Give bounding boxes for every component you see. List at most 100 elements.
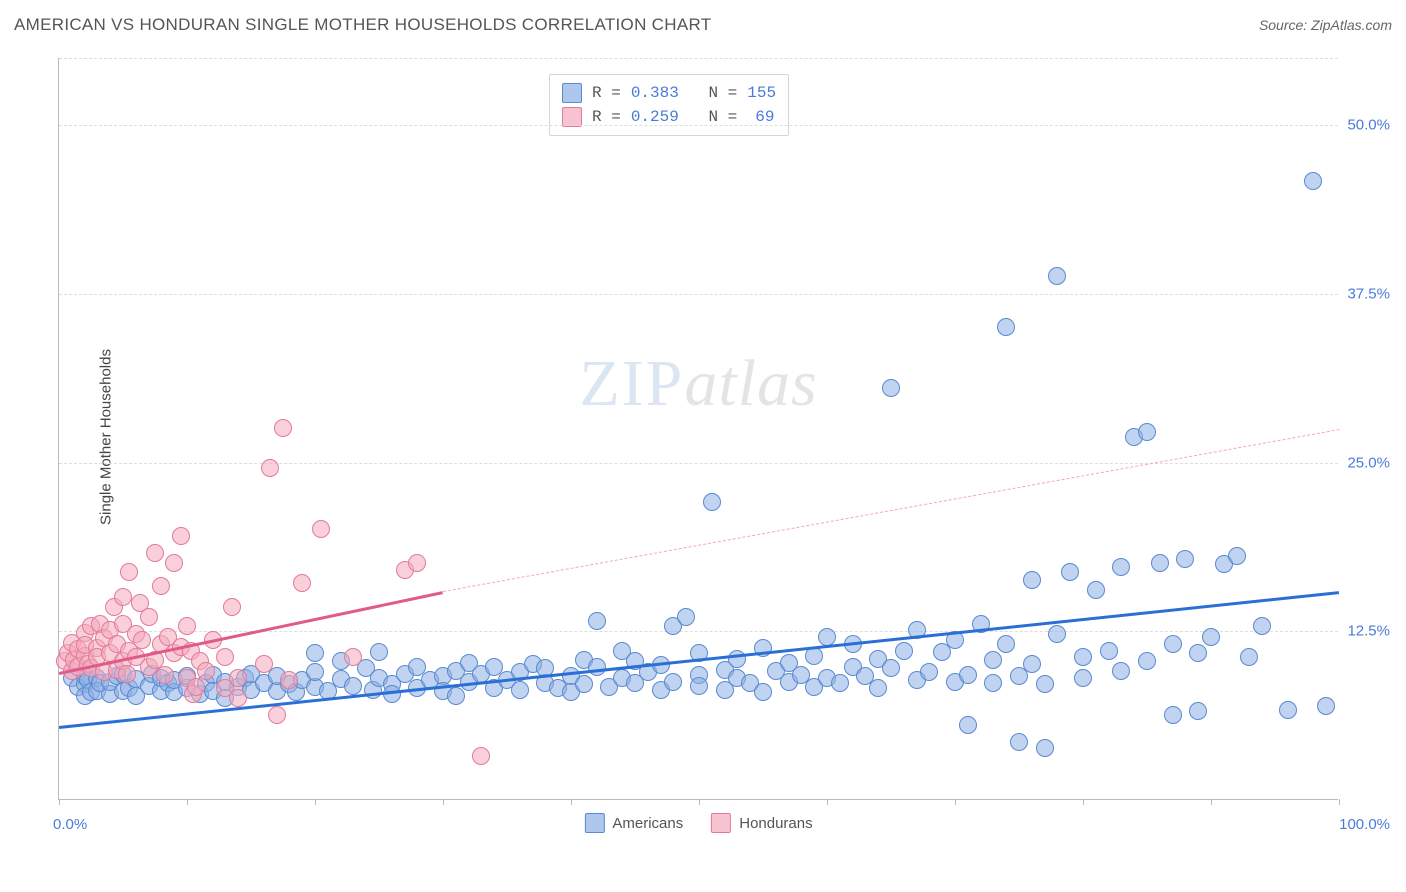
data-point bbox=[118, 665, 136, 683]
x-min-label: 0.0% bbox=[53, 816, 87, 833]
data-point bbox=[959, 666, 977, 684]
data-point bbox=[114, 588, 132, 606]
y-tick-label: 37.5% bbox=[1347, 286, 1390, 303]
data-point bbox=[703, 493, 721, 511]
watermark-atlas: atlas bbox=[684, 347, 817, 420]
data-point bbox=[1228, 547, 1246, 565]
data-point bbox=[165, 554, 183, 572]
data-point bbox=[1164, 706, 1182, 724]
data-point bbox=[1112, 662, 1130, 680]
data-point bbox=[1100, 642, 1118, 660]
data-point bbox=[1151, 554, 1169, 572]
x-tick bbox=[59, 799, 60, 805]
x-tick bbox=[1083, 799, 1084, 805]
swatch-blue-icon bbox=[562, 83, 582, 103]
data-point bbox=[268, 706, 286, 724]
data-point bbox=[1074, 669, 1092, 687]
data-point bbox=[831, 674, 849, 692]
data-point bbox=[1023, 571, 1041, 589]
y-tick-label: 12.5% bbox=[1347, 623, 1390, 640]
y-tick-label: 50.0% bbox=[1347, 117, 1390, 134]
data-point bbox=[1304, 172, 1322, 190]
data-point bbox=[1010, 733, 1028, 751]
data-point bbox=[1112, 558, 1130, 576]
data-point bbox=[664, 673, 682, 691]
data-point bbox=[1240, 648, 1258, 666]
data-point bbox=[1061, 563, 1079, 581]
data-point bbox=[229, 689, 247, 707]
source-label: Source: ZipAtlas.com bbox=[1259, 17, 1392, 33]
data-point bbox=[588, 612, 606, 630]
data-point bbox=[754, 683, 772, 701]
data-point bbox=[187, 678, 205, 696]
legend-label-americans: Americans bbox=[612, 815, 683, 832]
data-point bbox=[690, 677, 708, 695]
data-point bbox=[280, 671, 298, 689]
data-point bbox=[172, 527, 190, 545]
data-point bbox=[895, 642, 913, 660]
data-point bbox=[1074, 648, 1092, 666]
r-value-americans: 0.383 bbox=[631, 81, 679, 105]
n-value-americans: 155 bbox=[747, 81, 776, 105]
data-point bbox=[472, 747, 490, 765]
data-point bbox=[133, 631, 151, 649]
data-point bbox=[677, 608, 695, 626]
data-point bbox=[1279, 701, 1297, 719]
data-point bbox=[146, 544, 164, 562]
data-point bbox=[869, 679, 887, 697]
chart-title: AMERICAN VS HONDURAN SINGLE MOTHER HOUSE… bbox=[14, 15, 711, 35]
data-point bbox=[306, 644, 324, 662]
data-point bbox=[1048, 267, 1066, 285]
data-point bbox=[1036, 675, 1054, 693]
data-point bbox=[997, 318, 1015, 336]
data-point bbox=[1036, 739, 1054, 757]
data-point bbox=[1189, 644, 1207, 662]
data-point bbox=[344, 648, 362, 666]
trend-line bbox=[443, 429, 1339, 592]
x-tick bbox=[1339, 799, 1340, 805]
swatch-pink-icon bbox=[562, 107, 582, 127]
data-point bbox=[1317, 697, 1335, 715]
x-tick bbox=[1211, 799, 1212, 805]
data-point bbox=[728, 650, 746, 668]
data-point bbox=[408, 554, 426, 572]
data-point bbox=[178, 617, 196, 635]
data-point bbox=[984, 651, 1002, 669]
swatch-blue-icon bbox=[584, 813, 604, 833]
gridline bbox=[59, 125, 1338, 126]
data-point bbox=[1023, 655, 1041, 673]
legend-row-americans: R = 0.383 N = 155 bbox=[562, 81, 776, 105]
data-point bbox=[312, 520, 330, 538]
data-point bbox=[1253, 617, 1271, 635]
data-point bbox=[997, 635, 1015, 653]
data-point bbox=[1138, 423, 1156, 441]
data-point bbox=[511, 681, 529, 699]
data-point bbox=[223, 598, 241, 616]
data-point bbox=[882, 659, 900, 677]
y-tick-label: 25.0% bbox=[1347, 454, 1390, 471]
chart-area: Single Mother Households ZIPatlas R = 0.… bbox=[58, 44, 1394, 830]
data-point bbox=[920, 663, 938, 681]
data-point bbox=[140, 608, 158, 626]
x-tick bbox=[187, 799, 188, 805]
data-point bbox=[1087, 581, 1105, 599]
legend-item-hondurans: Hondurans bbox=[711, 813, 812, 833]
data-point bbox=[197, 662, 215, 680]
data-point bbox=[216, 648, 234, 666]
n-label: N = bbox=[708, 81, 737, 105]
data-point bbox=[255, 655, 273, 673]
data-point bbox=[293, 574, 311, 592]
legend-item-americans: Americans bbox=[584, 813, 683, 833]
legend-label-hondurans: Hondurans bbox=[739, 815, 812, 832]
data-point bbox=[959, 716, 977, 734]
data-point bbox=[447, 687, 465, 705]
r-label: R = bbox=[592, 81, 621, 105]
data-point bbox=[1189, 702, 1207, 720]
data-point bbox=[984, 674, 1002, 692]
data-point bbox=[588, 658, 606, 676]
watermark: ZIPatlas bbox=[579, 346, 817, 422]
watermark-zip: ZIP bbox=[579, 347, 684, 420]
x-tick bbox=[699, 799, 700, 805]
data-point bbox=[344, 677, 362, 695]
swatch-pink-icon bbox=[711, 813, 731, 833]
